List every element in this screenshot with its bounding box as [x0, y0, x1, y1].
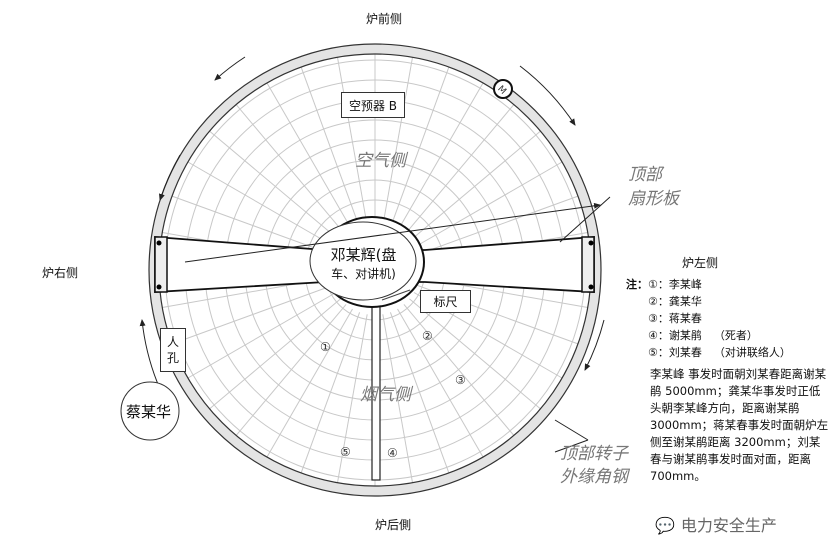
center-person-role: 车、对讲机) [331, 267, 396, 281]
rotor-angle-line: 顶部转子 [560, 444, 628, 464]
sector-plate-line: 扇形板 [628, 189, 679, 209]
grid-radial [389, 66, 450, 228]
grid-radial [235, 304, 347, 436]
legend-item: ① ：李某峰 [648, 278, 702, 291]
label-front-side: 炉前侧 [366, 12, 403, 26]
grid-radial [413, 161, 563, 248]
grid-radial [409, 298, 541, 410]
grid-radial [171, 284, 333, 345]
grid-radial [187, 292, 337, 379]
grid-radial [171, 195, 333, 256]
wechat-icon: 💬 [655, 516, 675, 535]
rotation-arrow-icon [584, 319, 605, 371]
ruler-box: 标尺 [420, 290, 471, 313]
grid-radial [389, 312, 450, 474]
label-back-side: 炉后側 [375, 518, 412, 532]
rotor-outer-ring [149, 44, 601, 496]
grid-radial [209, 130, 341, 242]
grid-radial [397, 82, 484, 232]
center-person-label: 邓某辉(盘 车、对讲机) [316, 244, 411, 282]
grid-radial [382, 57, 414, 226]
marker-2: ② [422, 329, 433, 343]
incident-description: 李某峰 事发时面朝刘某春距离谢某鹃 5000mm；龚某华事发时正低头朝李某峰方向… [650, 367, 829, 483]
rotation-arrow-icon [159, 154, 181, 201]
flue-side-label: 烟气侧 [360, 385, 411, 405]
grid-radial [209, 298, 341, 410]
legend-item: ② ：龚某华 [648, 295, 702, 308]
watermark-text: 电力安全生产 [680, 516, 777, 535]
inspection-marker-icon [493, 79, 513, 99]
grid-radial [403, 104, 515, 236]
grid-radial [397, 308, 484, 458]
grid-radial [300, 66, 361, 228]
marker-5: ⑤ [340, 445, 351, 459]
callout-line [184, 202, 601, 263]
grid-radial [403, 304, 515, 436]
grid-radial [300, 312, 361, 474]
rotation-arrow-icon [519, 65, 576, 126]
manhole-box: 人 孔 [160, 328, 186, 372]
outside-person-circle [120, 381, 180, 441]
rotation-arrow-icon [214, 56, 246, 81]
rotor-angle-label: 顶部转子 外缘角钢 [560, 443, 628, 489]
legend-item: ⑤ ：刘某春 （对讲联络人） [648, 346, 791, 359]
air-side-label: 空气侧 [355, 151, 406, 171]
grid-radial [417, 195, 579, 256]
center-person-name: 邓某辉(盘 [330, 246, 397, 264]
grid-radial [235, 104, 347, 236]
grid-radial [187, 161, 337, 248]
outside-person-label: 蔡某华 [126, 403, 172, 421]
notes-prefix: 注： [626, 278, 648, 291]
sector-plate-line: 顶部 [628, 165, 662, 185]
grid-radial [336, 314, 368, 483]
rotor-angle-line: 外缘角钢 [560, 467, 628, 487]
grid-radial [336, 57, 368, 226]
watermark: 💬 电力安全生产 [655, 516, 777, 536]
marker-1: ① [320, 340, 331, 354]
marker-4: ④ [387, 446, 398, 460]
legend-item: ③ ：蒋某春 [648, 312, 702, 325]
label-left-side: 炉左侧 [682, 256, 719, 270]
grid-radial [266, 82, 353, 232]
grid-radial [266, 308, 353, 458]
grid-radial [382, 314, 414, 483]
air-preheater-box: 空预器 B [341, 92, 405, 118]
legend-item: ④ ：谢某鹃 （死者） [648, 329, 758, 342]
label-right-side: 炉右侧 [42, 266, 79, 280]
grid-radial [409, 130, 541, 242]
marker-3: ③ [455, 373, 466, 387]
legend-notes: 注： ① ：李某峰 ② ：龚某华 ③ ：蒋某春 ④ ：谢某鹃 （死者） ⑤ ：刘某春 （对讲联… [626, 276, 791, 361]
sector-plate-label: 顶部 扇形板 [628, 163, 679, 211]
